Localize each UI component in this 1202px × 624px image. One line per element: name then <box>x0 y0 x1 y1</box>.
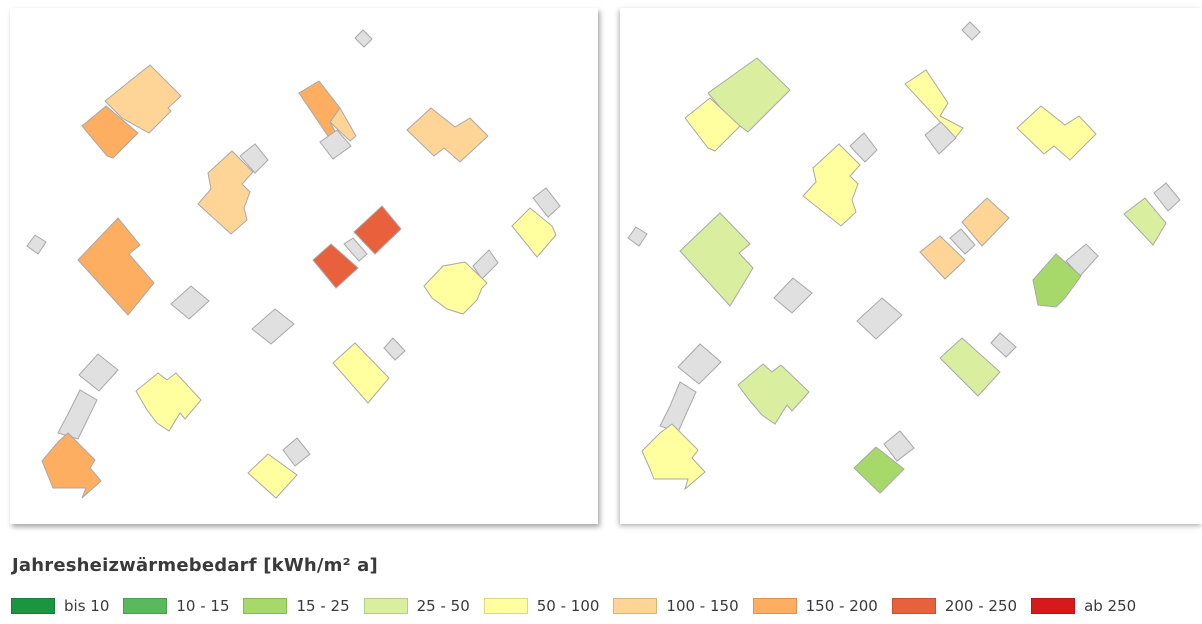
building-c[interactable] <box>1016 105 1097 161</box>
building-f2[interactable] <box>961 197 1010 247</box>
legend-item-200-250[interactable]: 200 - 250 <box>891 597 1018 615</box>
legend-item-bis-10[interactable]: bis 10 <box>11 597 109 615</box>
building-f-link[interactable] <box>343 237 368 262</box>
building-g-garage[interactable] <box>1153 182 1181 212</box>
building-l[interactable] <box>78 353 119 392</box>
building-m[interactable] <box>737 363 810 425</box>
building-f2[interactable] <box>353 205 402 255</box>
building-d[interactable] <box>802 143 861 227</box>
building-d[interactable] <box>197 150 254 235</box>
legend-item-15-25[interactable]: 15 - 25 <box>243 597 350 615</box>
building-k[interactable] <box>939 337 1001 397</box>
building-top-small[interactable] <box>354 29 373 48</box>
legend-item-10-15[interactable]: 10 - 15 <box>123 597 229 615</box>
building-o[interactable] <box>41 432 102 499</box>
legend-label: 200 - 250 <box>944 597 1018 615</box>
legend-swatch <box>363 598 408 614</box>
building-i[interactable] <box>773 277 813 314</box>
legend-swatch <box>483 598 528 614</box>
legend-label: 15 - 25 <box>296 597 350 615</box>
legend-swatch <box>613 598 658 614</box>
building-k-small[interactable] <box>990 332 1017 358</box>
building-j[interactable] <box>856 297 903 340</box>
building-h[interactable] <box>423 261 488 315</box>
legend-label: 50 - 100 <box>536 597 600 615</box>
building-p-garage[interactable] <box>883 430 915 462</box>
legend-label: 25 - 50 <box>416 597 470 615</box>
legend: bis 10 10 - 15 15 - 25 25 - 50 50 - 100 … <box>11 597 1150 615</box>
legend-label: 100 - 150 <box>666 597 739 615</box>
building-n[interactable] <box>57 389 98 440</box>
legend-item-100-150[interactable]: 100 - 150 <box>613 597 739 615</box>
building-a-wing[interactable] <box>81 105 139 159</box>
legend-swatch <box>1031 598 1076 614</box>
building-g[interactable] <box>1123 197 1167 246</box>
building-l[interactable] <box>677 343 722 385</box>
map-right-renovated[interactable] <box>620 8 1202 524</box>
building-j[interactable] <box>251 308 295 345</box>
building-k-small[interactable] <box>383 337 406 361</box>
legend-item-ab-250[interactable]: ab 250 <box>1031 597 1136 615</box>
building-b-garage[interactable] <box>924 121 957 155</box>
building-p[interactable] <box>247 453 298 499</box>
building-i[interactable] <box>170 285 210 320</box>
legend-swatch <box>11 598 55 614</box>
building-o[interactable] <box>641 423 706 491</box>
building-f1[interactable] <box>312 243 359 289</box>
building-p[interactable] <box>853 446 905 494</box>
building-left-small[interactable] <box>627 226 648 247</box>
building-h[interactable] <box>1032 253 1082 308</box>
building-e[interactable] <box>77 217 155 316</box>
legend-swatch <box>752 598 797 614</box>
building-b-annex[interactable] <box>329 107 357 142</box>
building-p-garage[interactable] <box>282 437 311 467</box>
building-a-main[interactable] <box>104 64 182 134</box>
legend-label: 10 - 15 <box>176 597 230 615</box>
building-g-garage[interactable] <box>532 187 561 218</box>
legend-item-150-200[interactable]: 150 - 200 <box>752 597 878 615</box>
legend-swatch <box>891 598 936 614</box>
legend-label: ab 250 <box>1084 597 1137 615</box>
building-c[interactable] <box>406 107 489 163</box>
building-top-small[interactable] <box>961 21 981 41</box>
building-d-garage[interactable] <box>849 132 878 163</box>
legend-swatch <box>243 598 288 614</box>
legend-label: 150 - 200 <box>805 597 878 615</box>
building-k[interactable] <box>332 342 390 404</box>
building-left-small[interactable] <box>26 234 47 255</box>
building-f1[interactable] <box>919 235 966 280</box>
building-m[interactable] <box>135 372 202 432</box>
building-a-wing[interactable] <box>684 97 741 152</box>
building-n[interactable] <box>659 381 697 433</box>
legend-title: Jahresheizwärmebedarf [kWh/m² a] <box>12 555 378 576</box>
building-e[interactable] <box>679 212 754 307</box>
legend-label: bis 10 <box>64 597 110 615</box>
legend-swatch <box>123 598 168 614</box>
legend-item-25-50[interactable]: 25 - 50 <box>363 597 470 615</box>
building-b-wing[interactable] <box>298 80 341 137</box>
building-f-link[interactable] <box>949 228 976 255</box>
building-b-garage[interactable] <box>319 129 352 160</box>
building-g[interactable] <box>511 207 557 258</box>
building-d-garage[interactable] <box>239 143 269 174</box>
map-left-current[interactable] <box>10 8 598 524</box>
legend-item-50-100[interactable]: 50 - 100 <box>483 597 600 615</box>
building-h-garage[interactable] <box>472 249 499 280</box>
